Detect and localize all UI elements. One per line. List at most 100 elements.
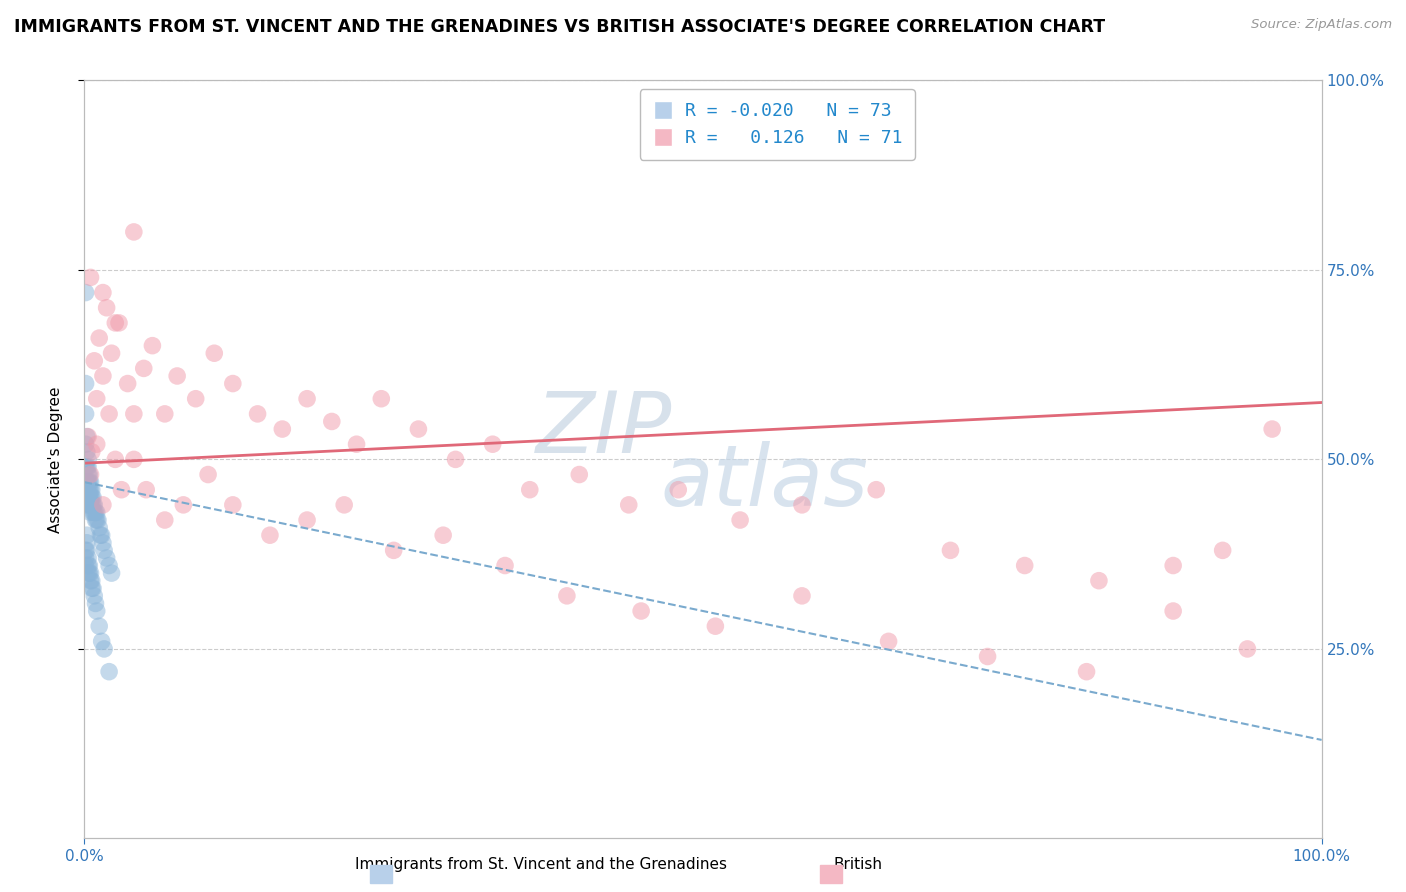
Point	[122, 407, 145, 421]
Point	[77, 483, 100, 497]
Point	[110, 483, 132, 497]
Point	[75, 543, 97, 558]
Point	[89, 528, 111, 542]
Point	[382, 543, 405, 558]
Point	[1161, 558, 1184, 573]
Point	[83, 498, 105, 512]
Text: ZIP: ZIP	[536, 387, 672, 471]
Point	[1261, 422, 1284, 436]
Point	[91, 285, 114, 300]
Point	[76, 543, 98, 558]
Point	[75, 558, 97, 573]
Point	[100, 346, 122, 360]
Point	[555, 589, 578, 603]
Point	[89, 331, 111, 345]
Point	[481, 437, 503, 451]
Point	[75, 460, 97, 475]
Point	[76, 528, 98, 542]
Point	[76, 475, 98, 490]
Point	[408, 422, 430, 436]
Point	[104, 452, 127, 467]
Y-axis label: Associate's Degree: Associate's Degree	[48, 386, 63, 533]
Point	[80, 574, 103, 588]
Point	[333, 498, 356, 512]
Text: Source: ZipAtlas.com: Source: ZipAtlas.com	[1251, 18, 1392, 31]
Point	[93, 543, 115, 558]
Point	[77, 491, 100, 505]
Point	[346, 437, 368, 451]
Point	[1076, 665, 1098, 679]
Point	[93, 642, 115, 657]
Point	[197, 467, 219, 482]
Point	[246, 407, 269, 421]
Point	[89, 521, 111, 535]
Point	[98, 665, 121, 679]
Point	[79, 483, 101, 497]
Point	[84, 505, 107, 519]
Point	[98, 558, 121, 573]
Point	[77, 566, 100, 581]
Point	[80, 582, 103, 596]
Point	[222, 376, 245, 391]
Point	[79, 491, 101, 505]
Point	[82, 505, 104, 519]
Point	[83, 589, 105, 603]
Point	[432, 528, 454, 542]
Point	[79, 467, 101, 482]
Point	[91, 535, 114, 549]
Point	[77, 551, 100, 566]
Point	[790, 498, 813, 512]
Point	[89, 619, 111, 633]
Point	[79, 491, 101, 505]
Point	[100, 566, 122, 581]
Point	[108, 316, 131, 330]
Point	[87, 513, 110, 527]
Point	[877, 634, 900, 648]
Point	[568, 467, 591, 482]
Point	[77, 460, 100, 475]
Point	[321, 414, 343, 429]
Point	[90, 634, 112, 648]
Point	[222, 498, 245, 512]
Point	[976, 649, 998, 664]
Point	[141, 338, 163, 352]
Point	[1236, 642, 1258, 657]
Point	[75, 376, 97, 391]
Point	[939, 543, 962, 558]
Point	[865, 483, 887, 497]
Point	[77, 430, 100, 444]
Point	[77, 452, 100, 467]
Point	[370, 392, 392, 406]
Point	[86, 604, 108, 618]
Text: IMMIGRANTS FROM ST. VINCENT AND THE GRENADINES VS BRITISH ASSOCIATE'S DEGREE COR: IMMIGRANTS FROM ST. VINCENT AND THE GREN…	[14, 18, 1105, 36]
Point	[79, 498, 101, 512]
Point	[166, 369, 188, 384]
Point	[96, 301, 118, 315]
Point	[153, 407, 176, 421]
Point	[86, 392, 108, 406]
Point	[79, 498, 101, 512]
Point	[76, 498, 98, 512]
Point	[80, 483, 103, 497]
Point	[98, 407, 121, 421]
Point	[1161, 604, 1184, 618]
Point	[122, 452, 145, 467]
Point	[1014, 558, 1036, 573]
Point	[153, 513, 176, 527]
Point	[259, 528, 281, 542]
Point	[79, 566, 101, 581]
Point	[666, 483, 689, 497]
Point	[79, 475, 101, 490]
Point	[84, 597, 107, 611]
Point	[75, 551, 97, 566]
Point	[90, 528, 112, 542]
Point	[271, 422, 294, 436]
Point	[122, 225, 145, 239]
Point	[76, 460, 98, 475]
Point	[96, 551, 118, 566]
Point	[135, 483, 157, 497]
Point	[104, 316, 127, 330]
Point	[76, 535, 98, 549]
Point	[172, 498, 194, 512]
Point	[86, 505, 108, 519]
